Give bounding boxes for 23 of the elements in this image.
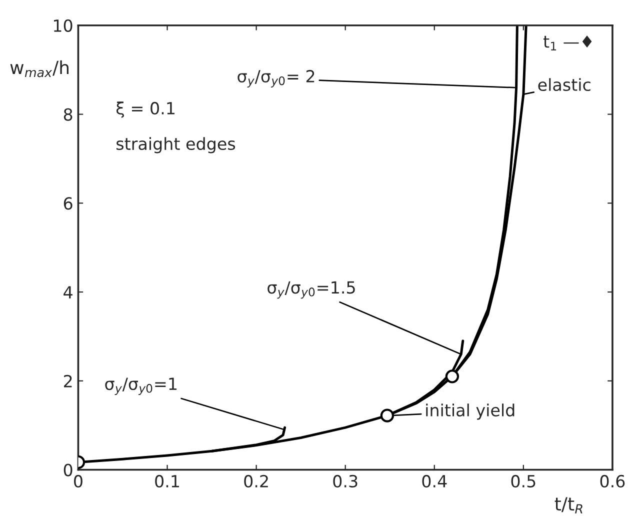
x-tick-label: 0.5 <box>511 474 536 488</box>
y-tick-label: 4 <box>64 286 72 298</box>
x-tick-label: 0.6 <box>600 474 625 488</box>
y-tick-label: 8 <box>64 108 72 121</box>
y-tick-label: 10 <box>54 19 72 32</box>
x-axis-title: t/t$_{R}$ <box>554 497 582 514</box>
annotation: elastic <box>538 78 590 92</box>
x-tick-label: 0.1 <box>155 474 179 488</box>
x-tick-label: 0.4 <box>422 474 447 488</box>
annotation: ξ̄ = 0.1 <box>116 102 174 118</box>
y-tick-label: 2 <box>64 374 72 388</box>
x-tick-label: 0 <box>74 474 82 488</box>
annotation: initial yield <box>426 404 514 420</box>
annotation: σ$_{y}$/σ$_{y0}$=1.5 <box>268 281 355 299</box>
y-tick-label: 0 <box>64 464 72 476</box>
annotation: straight edges <box>116 137 236 154</box>
annotation: σ$_{y}$/σ$_{y0}$= 2 <box>238 70 314 88</box>
annotation: t$_{1}$ —♦ <box>543 35 592 50</box>
x-tick-label: 0.3 <box>333 474 358 488</box>
x-tick-label: 0.2 <box>244 474 268 488</box>
y-tick-label: 6 <box>64 197 72 210</box>
annotation: σ$_{y}$/σ$_{y0}$=1 <box>105 378 176 396</box>
y-axis-title: w$_{max}$/h <box>10 60 69 78</box>
